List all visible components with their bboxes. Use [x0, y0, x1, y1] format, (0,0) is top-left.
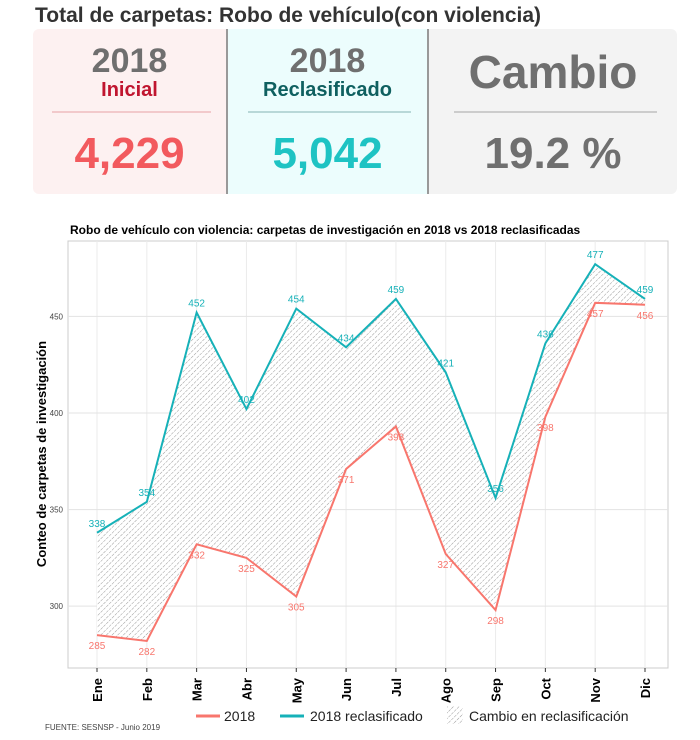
card-year: 2018: [289, 42, 366, 80]
y-tick-label: 300: [50, 602, 64, 611]
data-label-reclasificado: 354: [138, 488, 155, 499]
card-label: Cambio: [468, 46, 638, 98]
x-tick-label: Ene: [90, 678, 105, 702]
data-label-2018: 282: [138, 647, 155, 658]
summary-cards: 2018 Inicial 4,229 2018 Reclasificado 5,…: [33, 29, 677, 194]
card-year: 2018: [91, 42, 168, 80]
legend-swatch-change: [447, 706, 463, 724]
data-label-2018: 298: [487, 616, 504, 627]
divider: [52, 111, 211, 113]
card-value: 4,229: [74, 129, 185, 178]
page-title: Total de carpetas: Robo de vehículo(con …: [35, 4, 542, 27]
x-tick-label: Sep: [489, 678, 504, 702]
data-label-2018: 305: [288, 603, 305, 614]
data-label-reclasificado: 434: [338, 333, 355, 344]
data-label-2018: 332: [188, 550, 205, 561]
y-axis-label: Conteo de carpetas de investigación: [34, 341, 49, 567]
x-tick-label: Dic: [638, 678, 653, 698]
data-label-reclasificado: 459: [388, 285, 405, 296]
card-value: 19.2 %: [484, 129, 622, 178]
card-inicial: 2018 Inicial 4,229: [33, 29, 228, 194]
x-tick-label: Nov: [588, 677, 603, 702]
series-line-2018-reclasificado: [96, 262, 646, 534]
divider: [453, 111, 658, 113]
card-label: Reclasificado: [263, 79, 392, 101]
data-label-reclasificado: 402: [238, 395, 255, 406]
legend-label: Cambio en reclasificación: [469, 708, 629, 724]
data-label-reclasificado: 421: [437, 358, 454, 369]
data-label-2018: 398: [537, 423, 554, 434]
card-value: 5,042: [272, 129, 383, 178]
x-tick-label: Abr: [239, 678, 254, 700]
data-label-2018: 325: [238, 564, 255, 575]
legend-label: 2018 reclasificado: [310, 708, 423, 724]
x-tick-label: Oct: [538, 677, 553, 699]
divider: [247, 111, 412, 113]
y-tick-label: 450: [50, 312, 64, 321]
data-label-reclasificado: 452: [188, 298, 205, 309]
x-tick-label: Jul: [389, 678, 404, 697]
y-tick-label: 350: [50, 506, 64, 515]
x-tick-label: Feb: [140, 678, 155, 701]
data-label-2018: 327: [437, 560, 454, 571]
data-label-reclasificado: 477: [587, 250, 604, 261]
data-label-reclasificado: 436: [537, 329, 554, 340]
data-label-reclasificado: 454: [288, 295, 305, 306]
data-label-2018: 457: [587, 309, 604, 320]
data-label-2018: 285: [89, 641, 106, 652]
card-label: Inicial: [101, 79, 158, 101]
y-tick-label: 400: [50, 409, 64, 418]
change-area: [97, 264, 645, 641]
series-line-2018: [96, 301, 646, 643]
data-label-2018: 393: [388, 432, 405, 443]
legend-label: 2018: [224, 708, 255, 724]
data-label-reclasificado: 459: [637, 285, 654, 296]
legend: 2018 2018 reclasificado Cambio en reclas…: [196, 706, 629, 724]
x-tick-label: Ago: [439, 678, 454, 703]
card-cambio: Cambio 19.2 %: [429, 29, 677, 194]
data-label-2018: 371: [338, 475, 355, 486]
card-reclasificado: 2018 Reclasificado 5,042: [228, 29, 429, 194]
x-tick-label: May: [289, 677, 304, 703]
x-tick-label: Mar: [190, 678, 205, 701]
data-label-2018: 456: [637, 311, 654, 322]
data-label-reclasificado: 338: [89, 519, 106, 530]
data-label-reclasificado: 356: [487, 484, 504, 495]
x-tick-label: Jun: [339, 678, 354, 701]
source-note: FUENTE: SESNSP - Junio 2019: [45, 723, 161, 732]
chart-title: Robo de vehículo con violencia: carpetas…: [70, 223, 581, 237]
